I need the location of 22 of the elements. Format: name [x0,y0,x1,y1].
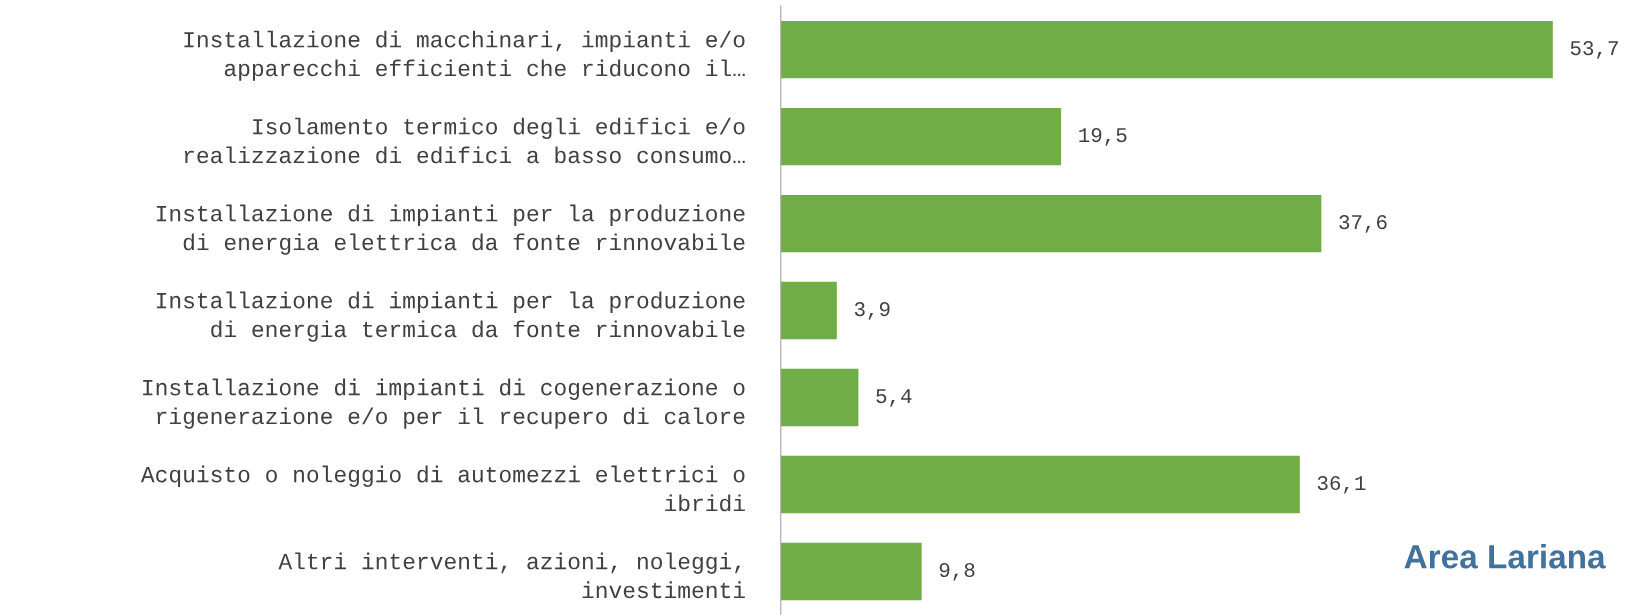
data-label: 9,8 [939,562,975,581]
data-label: 37,6 [1339,215,1387,233]
data-label: 19,5 [1079,128,1127,146]
data-label: 53,7 [1570,41,1618,59]
y-tick-label: Installazione di impianti per la produzione di energia termica da fonte rinnovabile [156,291,745,342]
data-label: 5,4 [876,389,912,407]
y-tick-label: Isolamento termico degli edifici e/o realizzazione di edifici a basso consumo… [184,117,745,164]
bar [780,368,859,427]
bar [780,20,1553,79]
bar [780,194,1322,253]
y-tick-label: Installazione di macchinari, impianti e/o apparecchi efficienti che riducono il… [184,30,745,81]
data-label: 3,9 [854,302,890,320]
bar [780,281,837,340]
y-tick-label: Installazione di impianti per la produzione di energia elettrica da fonte rinnovabile [156,204,745,255]
y-tick-label: Altri interventi, azioni, noleggi, investimenti [278,552,745,599]
y-tick-label: Acquisto o noleggio di automezzi elettrici o ibridi [140,465,745,512]
bar [780,542,922,601]
data-label: 36,1 [1317,475,1366,494]
bar [780,455,1300,514]
y-tick-label: Installazione di impianti di cogenerazione o rigenerazione e/o per il recupero di calore [143,378,745,429]
bar [780,107,1062,166]
text: Area Lariana [1404,544,1606,569]
